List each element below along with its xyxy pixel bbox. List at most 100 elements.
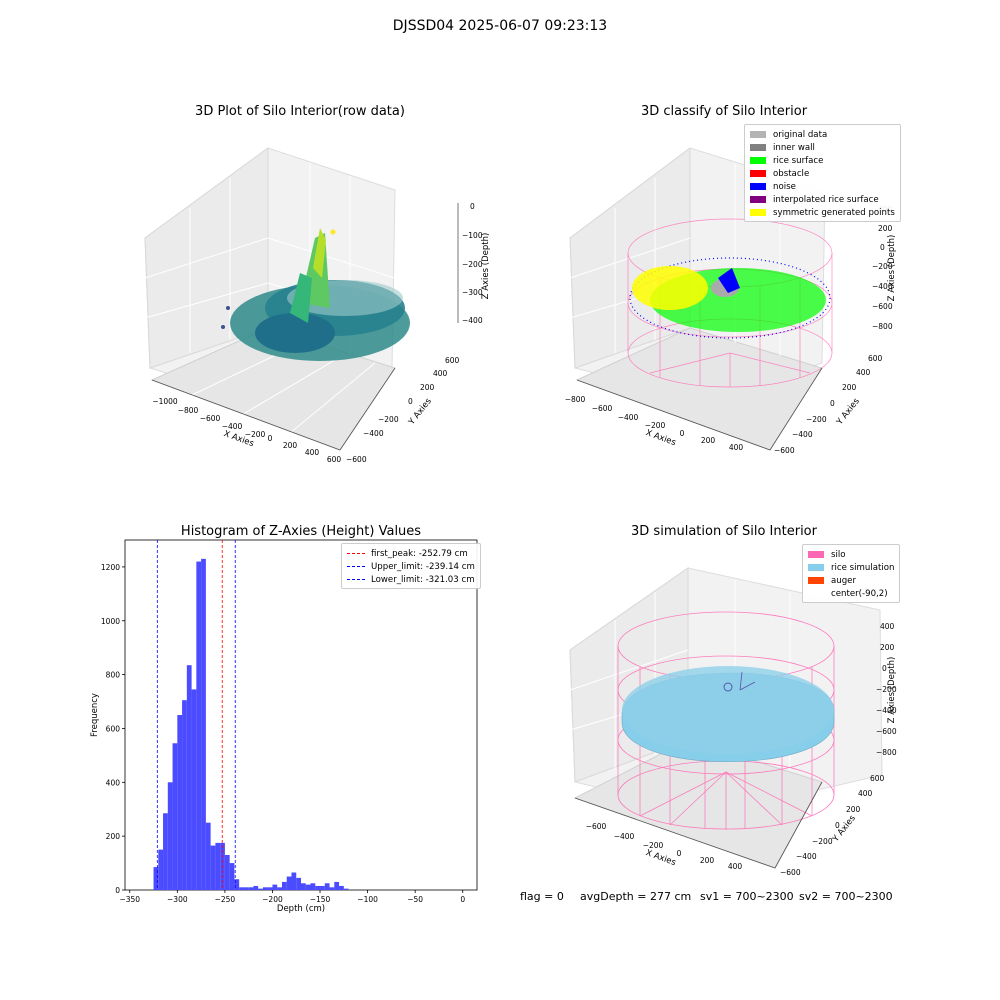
- hist-title: Histogram of Z-Axies (Height) Values: [180, 524, 422, 539]
- svg-text:−200: −200: [872, 262, 893, 271]
- hist-bar: [291, 872, 297, 890]
- svg-text:200: 200: [700, 856, 715, 865]
- plot4-legend: silo rice simulation auger center(-90,2): [802, 544, 901, 603]
- hist-bar: [272, 884, 278, 890]
- hist-bar: [153, 867, 159, 890]
- hist-bar: [281, 881, 287, 890]
- plot2-z-label: Z Axies (Depth): [887, 235, 897, 302]
- plot1-y-tick: −200: [378, 415, 399, 424]
- svg-text:−600: −600: [586, 822, 607, 831]
- swatch: [750, 183, 766, 190]
- svg-text:−400: −400: [614, 832, 635, 841]
- hist-bar: [182, 700, 187, 890]
- svg-text:0: 0: [880, 243, 885, 252]
- svg-text:0: 0: [830, 399, 835, 408]
- hist-x-tick-label: −300: [167, 895, 188, 904]
- hist-y-tick-label: 0: [115, 886, 120, 895]
- plot4-z-ticks: 400 200 0 −200 −400 −600 −800: [876, 622, 897, 757]
- svg-text:600: 600: [870, 774, 885, 783]
- hist-bar: [296, 877, 301, 890]
- legend-item-first-peak: first_peak: -252.79 cm: [347, 547, 475, 560]
- hist-bar: [186, 665, 192, 890]
- plot1-y-tick: 400: [433, 369, 448, 378]
- dash-swatch: [347, 553, 365, 554]
- hist-bar: [243, 887, 249, 890]
- hist-bar: [234, 879, 240, 890]
- histogram-panel: −350 −300 −250 −200 −150 −100 −50 0 0 200 400 600 8…: [90, 539, 478, 914]
- hist-legend: first_peak: -252.79 cm Upper_limit: -239…: [341, 543, 481, 589]
- plot1-x-ticks: −1000 −800 −600 −400 −200 0 200 400 600: [152, 397, 341, 464]
- svg-text:−200: −200: [806, 415, 827, 424]
- status-sv1: sv1 = 700~2300: [700, 890, 794, 903]
- hist-bar: [305, 884, 311, 890]
- svg-text:−400: −400: [872, 282, 893, 291]
- svg-text:0: 0: [835, 821, 840, 830]
- svg-text:−200: −200: [645, 421, 666, 430]
- plot4-title: 3D simulation of Silo Interior: [631, 524, 817, 539]
- legend-item-lower-limit: Lower_limit: -321.03 cm: [347, 573, 475, 586]
- plot4-y-ticks: −600 −400 −200 0 200 400 600: [780, 774, 885, 877]
- legend-item-obstacle: obstacle: [750, 167, 895, 180]
- plot1-point-cloud: [221, 228, 410, 361]
- plot1-z-tick: −300: [462, 288, 483, 297]
- hist-bar: [248, 887, 254, 890]
- plot2-y-ticks: −600 −400 −200 0 200 400 600: [774, 354, 883, 455]
- hist-x-tick-label: −350: [119, 895, 140, 904]
- plot2-legend: original data inner wall rice surface ob…: [744, 124, 901, 222]
- legend-item-rice-surface: rice surface: [750, 154, 895, 167]
- hist-bar: [334, 881, 340, 890]
- svg-text:−200: −200: [643, 841, 664, 850]
- svg-text:−800: −800: [872, 322, 893, 331]
- hist-bar: [201, 558, 206, 890]
- figure-title: DJSSD04 2025-06-07 09:23:13: [392, 18, 608, 34]
- hist-bar: [320, 885, 325, 890]
- plot2-axis-lines: [576, 367, 823, 451]
- plot1-x-tick: 600: [327, 455, 342, 464]
- swatch: [750, 131, 766, 138]
- hist-bar: [339, 885, 344, 890]
- svg-text:400: 400: [728, 862, 743, 871]
- status-flag: flag = 0: [520, 890, 564, 903]
- plot1-x-tick: −600: [200, 414, 221, 423]
- hist-bar: [286, 876, 292, 890]
- plot4-axis-lines: [574, 781, 823, 869]
- plot1-z-tick: 0: [470, 202, 475, 211]
- hist-x-tick-label: −200: [262, 895, 283, 904]
- plot1-z-tick: −100: [462, 231, 483, 240]
- hist-bar: [262, 887, 268, 890]
- hist-bar: [324, 883, 330, 890]
- legend-item-rice-simulation: rice simulation: [808, 561, 894, 574]
- plot1-x-tick: −200: [245, 430, 266, 439]
- svg-text:200: 200: [701, 436, 716, 445]
- hist-bar: [158, 849, 164, 890]
- svg-text:200: 200: [842, 383, 857, 392]
- dash-swatch: [347, 579, 365, 580]
- svg-text:−600: −600: [872, 302, 893, 311]
- svg-text:400: 400: [880, 622, 895, 631]
- hist-bar: [310, 883, 316, 890]
- svg-text:0: 0: [677, 849, 682, 858]
- swatch: [808, 577, 824, 584]
- legend-item-inner-wall: inner wall: [750, 141, 895, 154]
- svg-text:−400: −400: [618, 413, 639, 422]
- swatch: [750, 170, 766, 177]
- plot1-y-tick: 200: [420, 383, 435, 392]
- plot1-x-tick: 200: [283, 441, 298, 450]
- hist-y-tick-label: 800: [106, 671, 121, 680]
- hist-bars: [153, 558, 349, 890]
- svg-text:−200: −200: [876, 685, 897, 694]
- hist-bar: [343, 888, 349, 890]
- svg-text:−600: −600: [876, 727, 897, 736]
- hist-bar: [224, 855, 230, 890]
- svg-text:−400: −400: [792, 430, 813, 439]
- legend-item-upper-limit: Upper_limit: -239.14 cm: [347, 560, 475, 573]
- hist-bar: [172, 743, 178, 890]
- plot4-z-label: Z Axies (Depth): [887, 657, 897, 724]
- hist-bar: [191, 689, 197, 890]
- plot1-title: 3D Plot of Silo Interior(row data): [195, 104, 405, 119]
- status-sv2: sv2 = 700~2300: [799, 890, 893, 903]
- hist-x-tick-label: −150: [310, 895, 331, 904]
- plot4-x-label: X Axies: [644, 848, 677, 868]
- svg-text:−200: −200: [812, 837, 833, 846]
- legend-item-noise: noise: [750, 180, 895, 193]
